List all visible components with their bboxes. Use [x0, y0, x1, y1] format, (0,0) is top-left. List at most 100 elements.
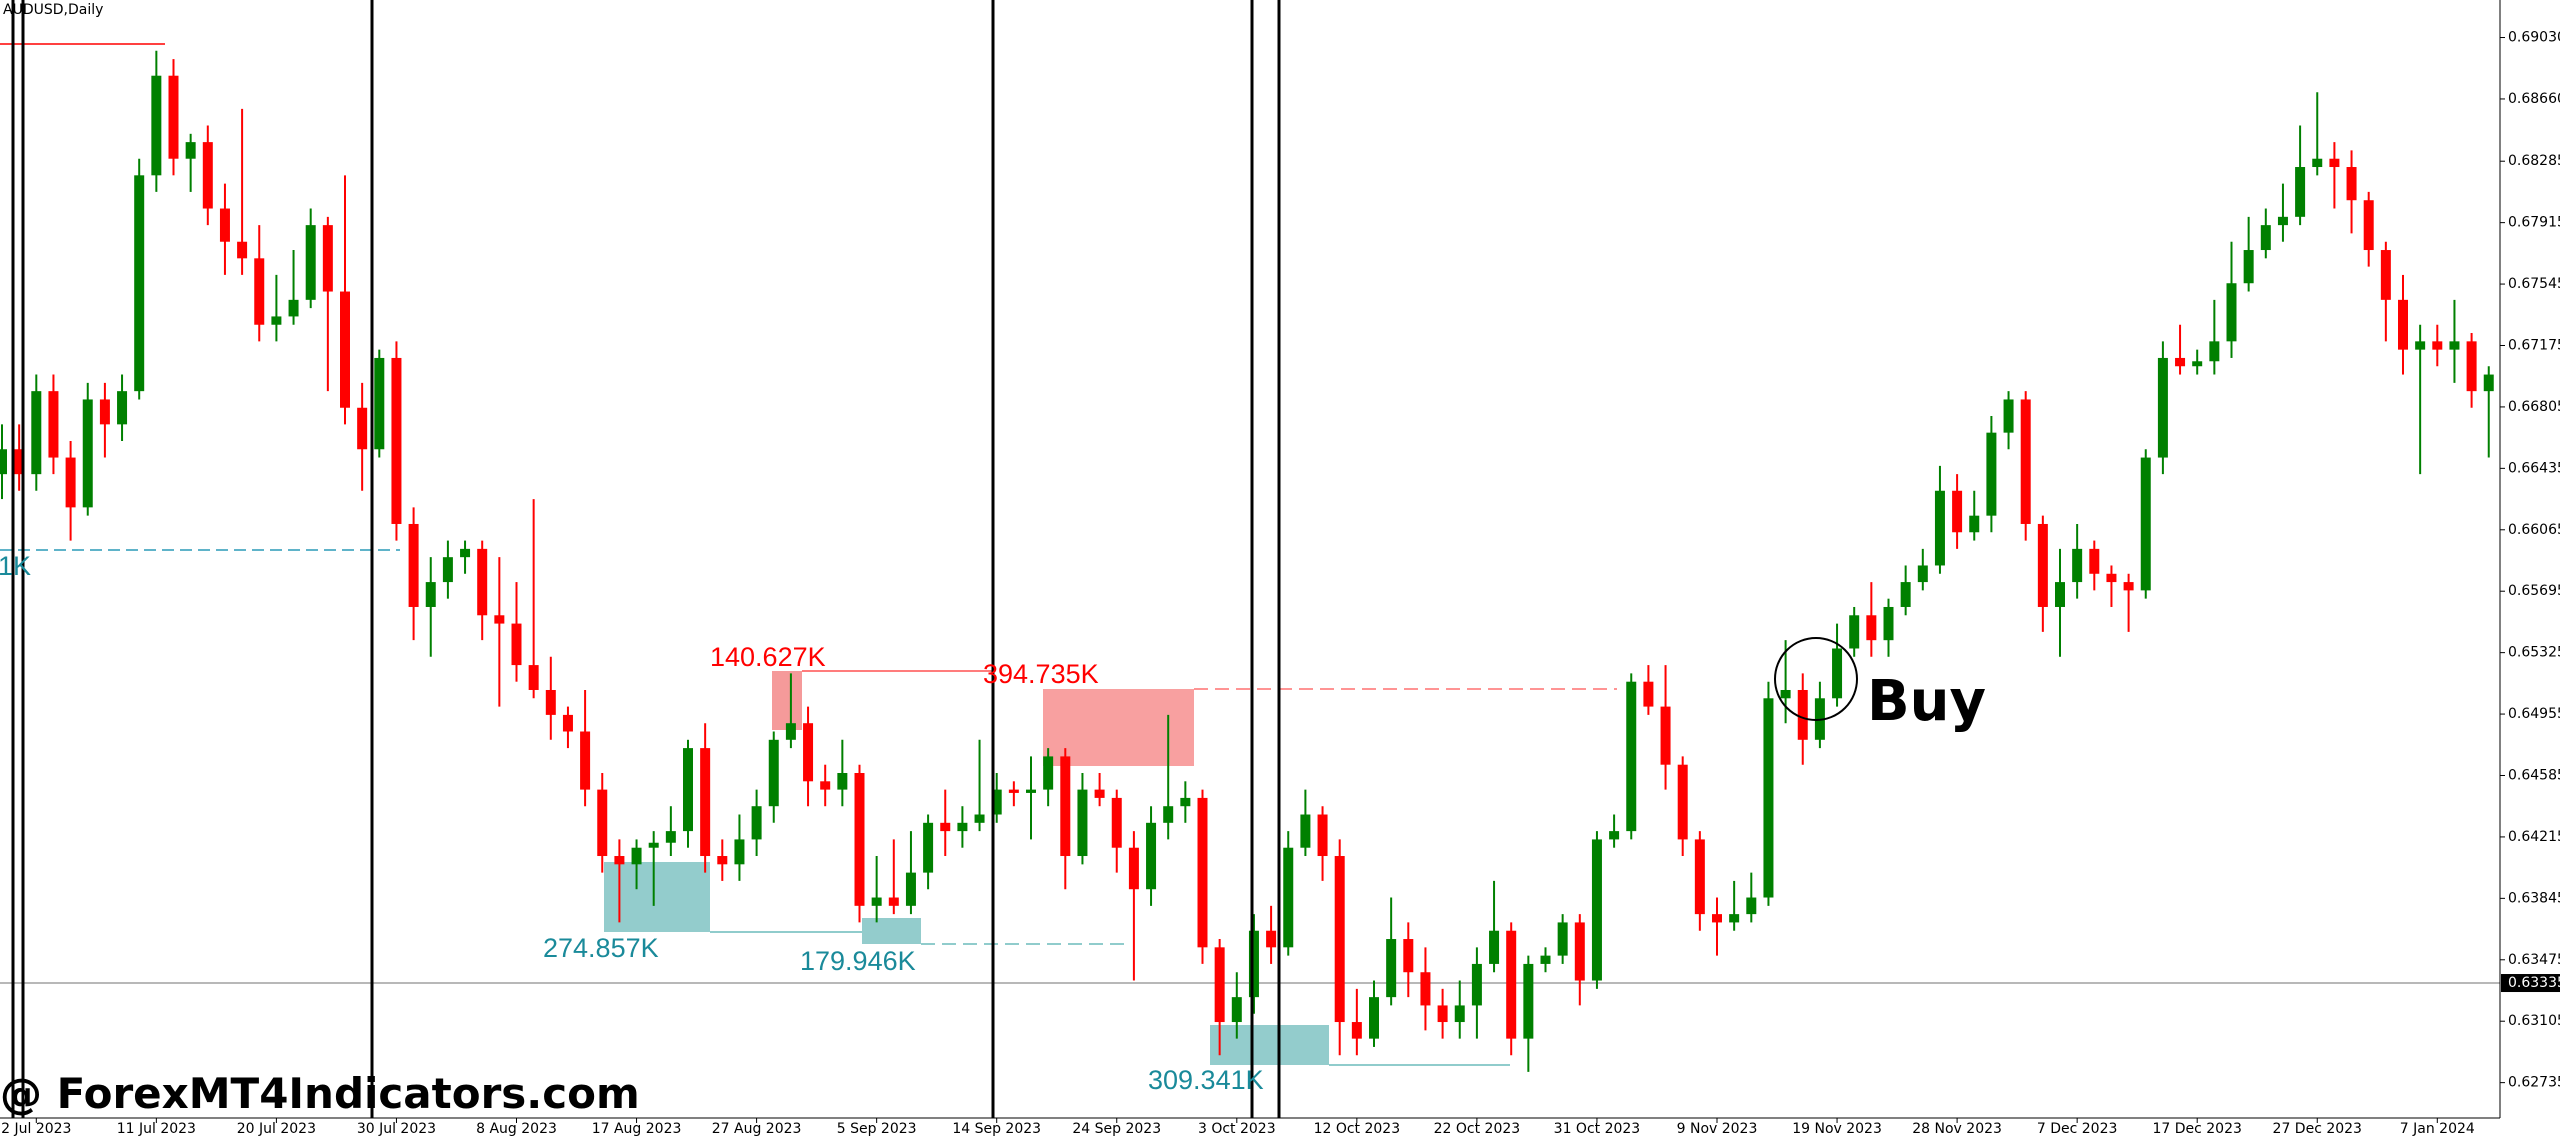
candle-body: [82, 399, 93, 508]
candle-body: [1832, 648, 1843, 699]
candle-body: [1523, 963, 1534, 1039]
candle-body: [1386, 939, 1397, 998]
candle-body: [1094, 789, 1105, 798]
candle-body: [1557, 922, 1568, 956]
candle-body: [1900, 582, 1911, 607]
candle-body: [1420, 972, 1431, 1006]
candle-body: [185, 142, 196, 159]
candle-body: [888, 897, 899, 906]
volume-label: 394.735K: [983, 659, 1099, 689]
candle-body: [1917, 565, 1928, 583]
candle-body: [1677, 764, 1688, 840]
x-tick-label: 24 Sep 2023: [1072, 1121, 1161, 1137]
y-tick-label: 0.66435: [2508, 460, 2560, 476]
candle-body: [1660, 706, 1671, 765]
y-tick-label: 0.65695: [2508, 583, 2560, 599]
candle-body: [2432, 341, 2443, 350]
candle-body: [1283, 847, 1294, 948]
candle-body: [391, 357, 402, 524]
candle-body: [665, 831, 676, 843]
candle-body: [1591, 839, 1602, 981]
candle-body: [1128, 847, 1139, 890]
candle-body: [1060, 756, 1071, 857]
candle-body: [2020, 399, 2031, 524]
candle-body: [134, 175, 145, 392]
volume-label: 140.627K: [710, 642, 826, 672]
y-tick-label: 0.63475: [2508, 952, 2560, 968]
candle-body: [14, 449, 25, 475]
y-tick-label: 0.64215: [2508, 829, 2560, 845]
candle-body: [494, 615, 505, 624]
candle-body: [1403, 939, 1414, 973]
x-tick-label: 3 Oct 2023: [1198, 1121, 1276, 1137]
volume-label: 1K: [0, 551, 31, 581]
candle-body: [1986, 432, 1997, 516]
candle-body: [2226, 283, 2237, 342]
candle-body: [785, 723, 796, 740]
candle-body: [2140, 457, 2151, 591]
candle-body: [1952, 490, 1963, 533]
candle-body: [2329, 158, 2340, 168]
demand-zone: [862, 918, 921, 944]
candle-body: [271, 316, 282, 325]
candle-body: [2466, 341, 2477, 392]
x-tick-label: 20 Jul 2023: [237, 1121, 316, 1137]
candle-body: [1574, 922, 1585, 981]
candle-body: [854, 773, 865, 906]
x-tick-label: 17 Dec 2023: [2152, 1121, 2241, 1137]
candle-body: [717, 856, 728, 865]
candle-body: [940, 822, 951, 832]
y-tick-label: 0.67545: [2508, 276, 2560, 292]
volume-label: 309.341K: [1148, 1065, 1264, 1095]
demand-zone: [1210, 1025, 1329, 1065]
candle-body: [1969, 515, 1980, 533]
candle-body: [1077, 789, 1088, 857]
candle-body: [648, 842, 659, 848]
candle-body: [1540, 955, 1551, 964]
chart-title: AUDUSD,Daily: [3, 2, 103, 18]
candle-body: [1266, 930, 1277, 948]
candle-body: [2346, 167, 2357, 201]
candle-body: [460, 548, 471, 558]
y-tick-label: 0.64955: [2508, 706, 2560, 722]
demand-zone: [604, 862, 710, 932]
candle-body: [2037, 523, 2048, 607]
candle-body: [2380, 250, 2391, 300]
candle-body: [340, 291, 350, 408]
candle-body: [0, 449, 7, 475]
buy-label: Buy: [1867, 669, 1986, 734]
candle-body: [1780, 689, 1791, 699]
candle-body: [151, 75, 162, 176]
candle-body: [2072, 548, 2083, 583]
candle-body: [1763, 698, 1774, 898]
candle-body: [1934, 490, 1945, 566]
candle-body: [545, 689, 556, 715]
candle-body: [1300, 814, 1311, 848]
x-tick-label: 17 Aug 2023: [592, 1121, 682, 1137]
candle-body: [820, 781, 831, 790]
candle-body: [1849, 615, 1860, 649]
candle-body: [511, 623, 522, 666]
y-tick-label: 0.66805: [2508, 399, 2560, 415]
candle-body: [923, 822, 934, 873]
candle-body: [48, 391, 59, 458]
candle-body: [117, 391, 128, 425]
candle-body: [1866, 615, 1877, 641]
candle-body: [837, 773, 848, 790]
candle-body: [288, 299, 299, 317]
candle-body: [1317, 814, 1328, 857]
y-tick-label: 0.62735: [2508, 1075, 2560, 1091]
candle-body: [1694, 839, 1705, 915]
candle-body: [1797, 689, 1808, 740]
candle-body: [2483, 374, 2494, 392]
buy-marker: [1774, 637, 1858, 721]
candle-body: [751, 806, 762, 840]
candle-body: [974, 814, 985, 823]
candle-body: [1026, 789, 1036, 793]
x-tick-label: 27 Aug 2023: [712, 1121, 802, 1137]
candle-body: [2312, 158, 2323, 168]
